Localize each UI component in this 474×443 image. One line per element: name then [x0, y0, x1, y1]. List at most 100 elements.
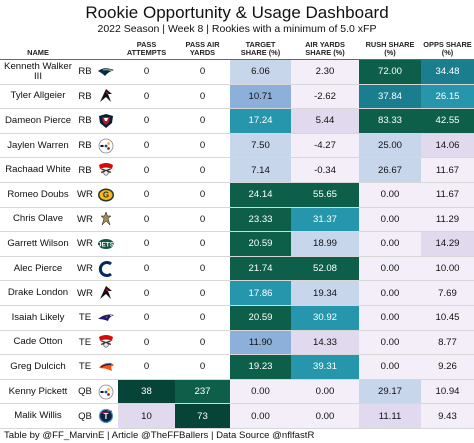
- player-name: Kenneth Walker III: [0, 59, 76, 85]
- usage-table: NAME PASS ATTEMPTS PASS AIR YARDS TARGET…: [0, 38, 474, 429]
- target-share-cell: 7.50: [230, 133, 291, 159]
- opps-share-cell: 9.43: [421, 403, 474, 429]
- player-name: Kenny Pickett: [0, 379, 76, 405]
- pass-attempts-cell: 0: [118, 280, 175, 306]
- table-row: Kenneth Walker III RB 0 0 6.06 2.30 72.00 34.48: [0, 59, 474, 85]
- opps-share-cell: 10.45: [421, 305, 474, 331]
- player-name: Dameon Pierce: [0, 108, 76, 134]
- rush-share-cell: 0.00: [359, 182, 421, 208]
- pass-air-yards-cell: 0: [175, 256, 230, 282]
- opps-share-cell: 8.77: [421, 330, 474, 356]
- player-position: RB: [76, 157, 94, 183]
- table-row: Garrett Wilson WR JETS 0 0 20.59 18.99 0.00 14.2…: [0, 231, 474, 257]
- player-position: RB: [76, 59, 94, 85]
- team-logo-cell: G: [94, 182, 118, 208]
- col-opps-share: OPPS SHARE (%): [421, 38, 474, 60]
- pass-air-yards-cell: 0: [175, 354, 230, 380]
- col-name: NAME: [0, 38, 76, 60]
- player-position: TE: [76, 305, 94, 331]
- pass-attempts-cell: 0: [118, 305, 175, 331]
- target-share-cell: 6.06: [230, 59, 291, 85]
- rush-share-cell: 11.11: [359, 403, 421, 429]
- team-logo-cell: [94, 207, 118, 233]
- player-name: Tyler Allgeier: [0, 84, 76, 110]
- pass-air-yards-cell: 0: [175, 231, 230, 257]
- saints-logo-icon: [97, 211, 115, 227]
- pass-air-yards-cell: 0: [175, 182, 230, 208]
- rush-share-cell: 0.00: [359, 305, 421, 331]
- table-row: Tyler Allgeier RB 0 0 10.71 -2.62 37.84 26.15: [0, 84, 474, 110]
- player-position: WR: [76, 256, 94, 282]
- col-pass-air-yards: PASS AIR YARDS: [175, 38, 230, 60]
- rush-share-cell: 37.84: [359, 84, 421, 110]
- pass-attempts-cell: 0: [118, 182, 175, 208]
- player-name: Alec Pierce: [0, 256, 76, 282]
- air-yards-share-cell: 18.99: [291, 231, 359, 257]
- opps-share-cell: 11.67: [421, 157, 474, 183]
- pass-air-yards-cell: 0: [175, 108, 230, 134]
- air-yards-share-cell: 39.31: [291, 354, 359, 380]
- steelers-logo-icon: [97, 384, 115, 400]
- air-yards-share-cell: 0.00: [291, 379, 359, 405]
- rush-share-cell: 0.00: [359, 330, 421, 356]
- team-logo-cell: [94, 330, 118, 356]
- rush-share-cell: 72.00: [359, 59, 421, 85]
- rush-share-cell: 25.00: [359, 133, 421, 159]
- table-row: Alec Pierce WR 0 0 21.74 52.08 0.00 10.00: [0, 256, 474, 282]
- player-position: TE: [76, 330, 94, 356]
- rush-share-cell: 29.17: [359, 379, 421, 405]
- pass-attempts-cell: 0: [118, 330, 175, 356]
- air-yards-share-cell: -4.27: [291, 133, 359, 159]
- team-logo-cell: [94, 157, 118, 183]
- opps-share-cell: 11.29: [421, 207, 474, 233]
- rush-share-cell: 83.33: [359, 108, 421, 134]
- target-share-cell: 17.86: [230, 280, 291, 306]
- table-row: Isaiah Likely TE 0 0 20.59 30.92 0.00 10.45: [0, 305, 474, 331]
- seahawks-logo-icon: [97, 64, 115, 80]
- target-share-cell: 0.00: [230, 403, 291, 429]
- air-yards-share-cell: 52.08: [291, 256, 359, 282]
- pass-air-yards-cell: 0: [175, 133, 230, 159]
- target-share-cell: 0.00: [230, 379, 291, 405]
- col-pass-attempts: PASS ATTEMPTS: [118, 38, 175, 60]
- team-logo-cell: [94, 84, 118, 110]
- pass-attempts-cell: 0: [118, 84, 175, 110]
- dashboard-title: Rookie Opportunity & Usage Dashboard: [85, 3, 389, 22]
- opps-share-cell: 34.48: [421, 59, 474, 85]
- pass-air-yards-cell: 0: [175, 84, 230, 110]
- team-logo-cell: [94, 354, 118, 380]
- team-logo-cell: T: [94, 403, 118, 429]
- colts-logo-icon: [97, 260, 115, 277]
- opps-share-cell: 14.06: [421, 133, 474, 159]
- player-position: RB: [76, 133, 94, 159]
- team-logo-cell: [94, 280, 118, 306]
- rush-share-cell: 0.00: [359, 207, 421, 233]
- pass-air-yards-cell: 0: [175, 157, 230, 183]
- player-name: Malik Willis: [0, 403, 76, 429]
- air-yards-share-cell: -0.34: [291, 157, 359, 183]
- pass-attempts-cell: 0: [118, 133, 175, 159]
- pass-attempts-cell: 0: [118, 157, 175, 183]
- air-yards-share-cell: 2.30: [291, 59, 359, 85]
- falcons-logo-icon: [97, 285, 115, 301]
- table-row: Malik Willis QB T 10 73 0.00 0.00 11.11 9.43: [0, 403, 474, 429]
- titans-logo-icon: T: [97, 408, 115, 424]
- player-name: Garrett Wilson: [0, 231, 76, 257]
- opps-share-cell: 14.29: [421, 231, 474, 257]
- pass-attempts-cell: 0: [118, 231, 175, 257]
- team-logo-cell: [94, 256, 118, 282]
- team-logo-cell: [94, 133, 118, 159]
- pass-air-yards-cell: 0: [175, 330, 230, 356]
- rush-share-cell: 0.00: [359, 280, 421, 306]
- pass-air-yards-cell: 73: [175, 403, 230, 429]
- target-share-cell: 17.24: [230, 108, 291, 134]
- target-share-cell: 7.14: [230, 157, 291, 183]
- target-share-cell: 20.59: [230, 305, 291, 331]
- opps-share-cell: 11.67: [421, 182, 474, 208]
- pass-attempts-cell: 0: [118, 256, 175, 282]
- table-row: Kenny Pickett QB 38 237 0.00 0.00 29.17 10.94: [0, 379, 474, 405]
- col-pos: [76, 38, 94, 60]
- air-yards-share-cell: 55.65: [291, 182, 359, 208]
- rush-share-cell: 26.67: [359, 157, 421, 183]
- dashboard-subtitle: 2022 Season | Week 8 | Rookies with a mi…: [97, 23, 377, 35]
